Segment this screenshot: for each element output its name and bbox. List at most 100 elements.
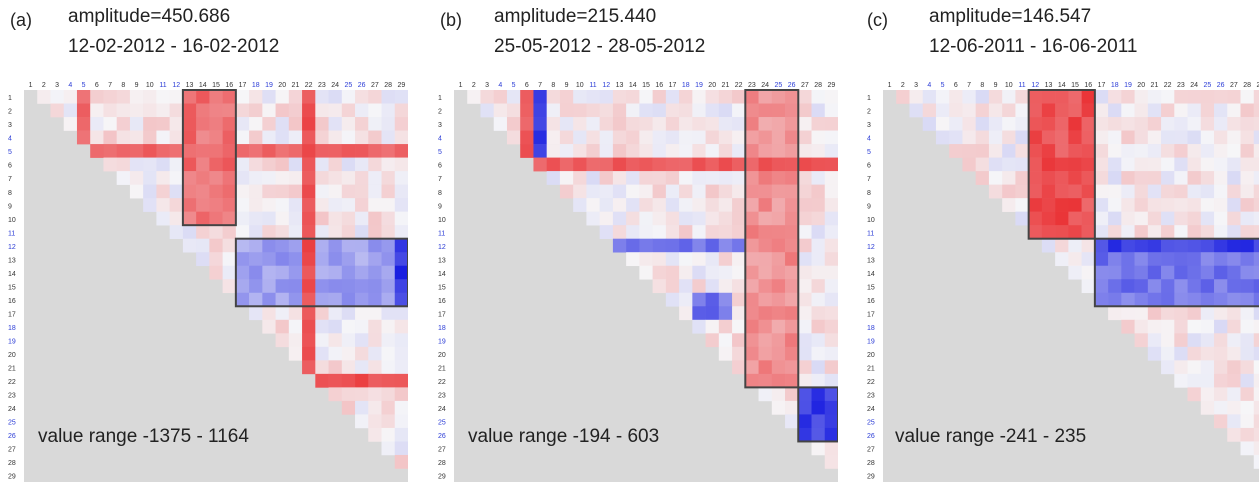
heatmap-cell (1214, 306, 1228, 321)
row-tick-label: 12 (438, 244, 446, 251)
heatmap-cell (798, 130, 812, 145)
heatmap-cell (1240, 387, 1255, 402)
heatmap-cell (1214, 90, 1228, 104)
heatmap-cell (262, 265, 276, 280)
heatmap-cell (798, 238, 812, 253)
row-tick-label: 11 (438, 230, 445, 237)
heatmap-cell (1068, 225, 1082, 239)
heatmap-cell (665, 252, 680, 267)
heatmap-cell (1068, 211, 1082, 226)
heatmap-cell (758, 387, 773, 402)
heatmap-cell (1227, 130, 1241, 145)
heatmap-cell (1187, 225, 1202, 239)
heatmap-cell (182, 144, 197, 158)
heatmap-cell (705, 198, 720, 212)
heatmap-cell (692, 144, 706, 158)
heatmap-cell (1134, 225, 1149, 239)
col-tick-label: 24 (331, 82, 339, 89)
heatmap-cell (1253, 306, 1259, 321)
row-tick-label: 19 (867, 338, 875, 345)
heatmap-cell (288, 103, 303, 118)
heatmap-cell (665, 130, 680, 145)
heatmap-cell (76, 117, 91, 131)
heatmap-cell (235, 117, 250, 131)
heatmap-cell (705, 252, 720, 267)
heatmap-cell (705, 184, 720, 199)
row-tick-label: 11 (867, 230, 874, 237)
heatmap-cell (679, 117, 693, 131)
heatmap-cell (758, 171, 773, 185)
heatmap-cell (1081, 265, 1096, 280)
heatmap-cell (143, 157, 157, 172)
heatmap-cell (1094, 265, 1109, 280)
heatmap-cell (785, 265, 799, 280)
heatmap-cell (328, 373, 343, 388)
heatmap-cell (798, 171, 812, 185)
heatmap-cell (639, 265, 653, 280)
col-tick-label: 19 (695, 82, 703, 89)
col-tick-label: 17 (669, 82, 677, 89)
heatmap-cell (262, 184, 276, 199)
heatmap-cell (798, 252, 812, 267)
col-tick-label: 13 (186, 82, 194, 89)
heatmap-cell (811, 252, 826, 267)
heatmap-cell (1253, 238, 1259, 253)
heatmap-cell (758, 184, 773, 199)
heatmap-cell (315, 117, 329, 131)
col-tick-label: 28 (1243, 82, 1251, 89)
heatmap-cell (328, 292, 343, 307)
heatmap-cell (1121, 117, 1135, 131)
heatmap-cell (50, 103, 65, 118)
heatmap-cell (798, 225, 812, 239)
heatmap-cell (758, 211, 773, 226)
heatmap-cell (771, 238, 786, 253)
heatmap-cell (745, 144, 759, 158)
heatmap-cell (1134, 184, 1149, 199)
heatmap-cell (1134, 211, 1149, 226)
heatmap-cell (1002, 198, 1016, 212)
heatmap-cell (771, 225, 786, 239)
heatmap-cell (196, 157, 210, 172)
heatmap-cell (368, 238, 382, 253)
heatmap-cell (705, 117, 720, 131)
heatmap-cell (1187, 211, 1202, 226)
heatmap-cell (1108, 265, 1122, 280)
heatmap-cell (328, 306, 343, 321)
heatmap-cell (1028, 211, 1043, 226)
heatmap-cell (1108, 90, 1122, 104)
heatmap-cell (1055, 130, 1069, 145)
heatmap-cell (1200, 198, 1215, 212)
heatmap-cell (573, 157, 587, 172)
heatmap-cell (129, 171, 144, 185)
col-tick-label: 16 (225, 82, 233, 89)
heatmap-cell (222, 211, 237, 226)
heatmap-cell (718, 171, 733, 185)
heatmap-cell (1161, 103, 1175, 118)
heatmap-cell (935, 103, 950, 118)
heatmap-cell (341, 360, 356, 375)
heatmap-cell (249, 306, 263, 321)
row-tick-label: 18 (8, 325, 16, 332)
heatmap-cell (1081, 198, 1096, 212)
heatmap-cell (315, 171, 329, 185)
row-tick-label: 23 (438, 393, 446, 400)
heatmap-cell (1240, 441, 1255, 456)
heatmap-cell (1094, 171, 1109, 185)
heatmap-cell (169, 130, 184, 145)
heatmap-cell (328, 265, 343, 280)
row-tick-label: 3 (867, 122, 871, 129)
heatmap-cell (652, 252, 667, 267)
row-tick-label: 26 (438, 433, 446, 440)
heatmap-cell (1161, 319, 1175, 334)
heatmap-cell (288, 319, 303, 334)
heatmap-cell (962, 144, 976, 158)
heatmap-cell (798, 292, 812, 307)
heatmap-cell (381, 292, 396, 307)
heatmap-cell (328, 211, 343, 226)
heatmap-cell (76, 90, 91, 104)
heatmap-cell (182, 103, 197, 118)
heatmap-cell (975, 171, 990, 185)
col-tick-label: 1 (29, 82, 33, 89)
heatmap-cell (315, 252, 329, 267)
heatmap-cell (355, 103, 369, 118)
